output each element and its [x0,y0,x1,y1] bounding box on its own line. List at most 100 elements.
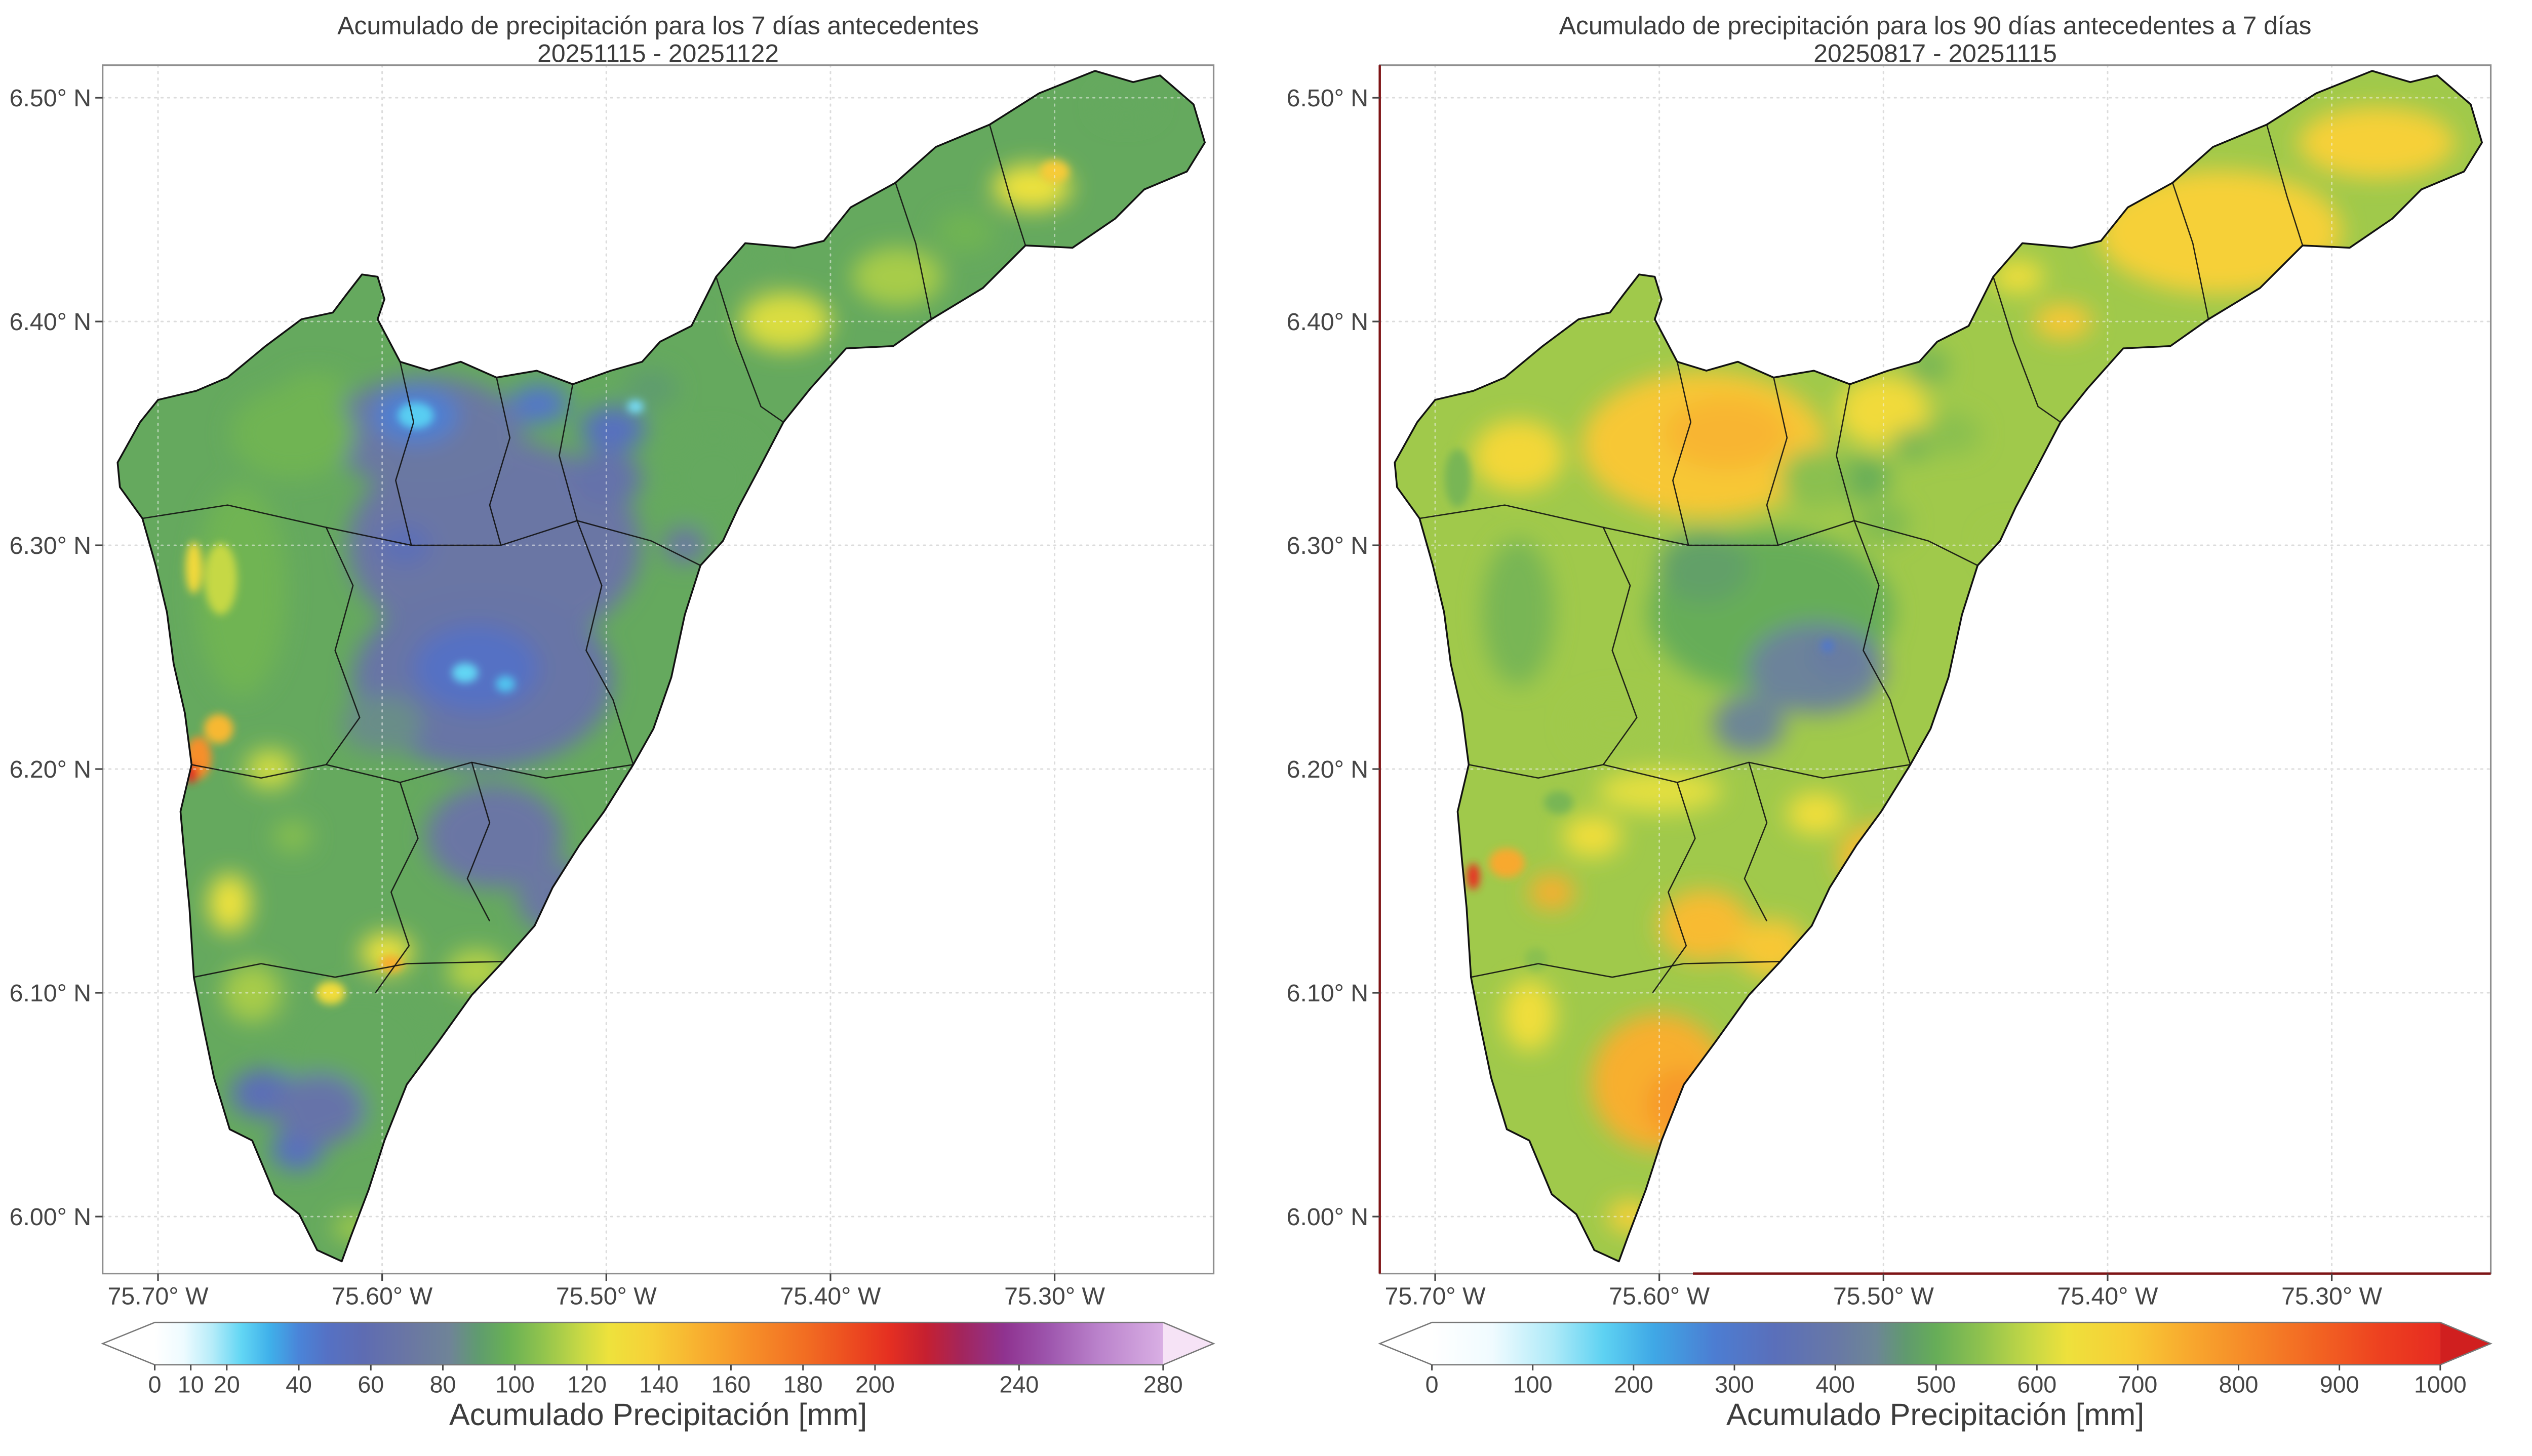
colorbar-bar [1432,1322,2440,1365]
municipal-boundary-line [1602,527,1638,765]
colorbar-tick-label: 180 [783,1371,823,1397]
colorbar-under-arrow [102,1322,155,1365]
y-axis-ticks: 6.50° N 6.40° N 6.30° N 6.20° N 6.10° N 6.00°… [10,85,103,1231]
precip-blob [447,949,506,992]
precip-blob [379,955,403,972]
colorbar-tick-label: 240 [999,1371,1039,1397]
precip-blob [230,388,354,479]
municipal-boundary-line [895,182,932,319]
precip-blob [452,663,479,683]
basin-base-fill [1395,71,2482,1262]
precip-blob [1921,412,1981,455]
precip-blob [1787,792,1846,835]
colorbar-tick-label: 60 [358,1371,384,1397]
x-axis-ticks: 75.70° W 75.60° W 75.50° W 75.40° W 75.30° W [108,1273,1105,1310]
y-tick-label: 6.30° N [1287,532,1368,559]
colorbar-tick-label: 500 [1916,1371,1956,1397]
precip-blob [208,874,251,933]
panel-subtitle: 20250817 - 20251115 [1813,39,2057,67]
x-tick-label: 75.30° W [1004,1283,1105,1310]
precip-blob [282,372,348,405]
colorbar-tick-label: 1000 [2414,1371,2467,1397]
y-tick-label: 6.00° N [10,1203,91,1231]
y-tick-label: 6.00° N [1287,1203,1368,1231]
colorbar-under-arrow [1379,1322,1432,1365]
colorbar-tick-label: 600 [2017,1371,2056,1397]
municipal-boundary-line [1744,762,1768,922]
x-tick-label: 75.70° W [108,1283,209,1310]
x-tick-label: 75.40° W [780,1283,881,1310]
colorbar-tick-label: 700 [2118,1371,2158,1397]
precip-blob [1529,874,1575,910]
precip-blob [1735,918,1807,978]
colorbar-tick-label: 300 [1715,1371,1754,1397]
precip-blob [1472,420,1564,492]
spine-accents [1378,65,2491,1275]
precip-blob [2298,106,2455,179]
colorbar-label: Acumulado Precipitación [mm] [449,1397,867,1432]
precip-blob [1444,449,1471,508]
precip-blob [668,432,760,524]
municipal-boundary-line [466,762,491,922]
precip-blob [1489,848,1525,878]
municipal-boundary-line [375,782,419,993]
colorbar: 0 100 200 300 400 500 600 700 800 900 1000 [1378,1321,2493,1397]
x-tick-label: 75.50° W [556,1283,657,1310]
colorbar-tick-label: 200 [1614,1371,1653,1397]
precip-blob [852,247,943,306]
precip-blob [570,450,643,506]
municipal-boundary-line [395,361,415,546]
municipal-boundary-line [489,377,511,546]
precip-blob [1503,979,1556,1051]
panel-7day-map: Acumulado de precipitación para los 7 dí… [10,12,1215,1432]
precip-blob [1713,695,1785,754]
precip-blob [425,784,563,888]
precip-blob [273,1073,365,1145]
municipal-boundary-line [1471,961,1781,978]
precip-blob [332,1213,378,1243]
x-tick-label: 75.40° W [2057,1283,2158,1310]
y-tick-label: 6.40° N [10,308,91,336]
precip-blob [273,820,312,853]
basin-outline [116,70,1206,1263]
precip-blobs-fine [1444,449,1834,971]
gridlines-overlay [1379,64,2491,1275]
precip-blob [495,676,516,693]
panel-title: Acumulado de precipitación para los 90 d… [1559,12,2312,40]
municipal-boundary-line [715,276,784,423]
municipal-boundaries [1394,70,2483,1263]
municipal-boundary-line [1766,377,1788,546]
municipal-boundary-line [559,384,578,521]
municipal-boundary-line [988,124,1026,246]
colorbar-tick-label: 900 [2320,1371,2359,1397]
precip-blob [185,541,202,594]
colorbar-tick-label: 0 [1426,1371,1439,1397]
precip-blob [580,406,646,452]
x-tick-label: 75.70° W [1385,1283,1486,1310]
precip-blob [1658,889,1750,962]
precip-blob [740,292,832,351]
panel-90day-map: Acumulado de precipitación para los 90 d… [1287,12,2493,1432]
precip-blob [1665,397,1789,469]
precip-blob [204,543,238,615]
municipal-boundary-line [193,961,503,978]
x-tick-label: 75.60° W [1609,1283,1710,1310]
precip-blob [935,211,995,253]
y-tick-label: 6.50° N [1287,85,1368,112]
precip-blob [627,400,644,413]
colorbar-tick-label: 200 [855,1371,895,1397]
precip-blob [1809,636,1868,678]
x-axis-ticks: 75.70° W 75.60° W 75.50° W 75.40° W 75.30° W [1385,1273,2383,1310]
precip-blob [1569,695,1660,754]
colorbar-tick-label: 40 [286,1371,312,1397]
x-tick-label: 75.50° W [1833,1283,1934,1310]
y-tick-label: 6.20° N [1287,756,1368,783]
precip-blob [1646,1069,1718,1141]
colorbar-tick-label: 100 [495,1371,535,1397]
y-tick-label: 6.30° N [10,532,91,559]
y-tick-label: 6.50° N [10,85,91,112]
y-tick-label: 6.10° N [1287,980,1368,1007]
colorbar-tick-label: 120 [567,1371,607,1397]
gridlines-overlay [102,64,1214,1275]
